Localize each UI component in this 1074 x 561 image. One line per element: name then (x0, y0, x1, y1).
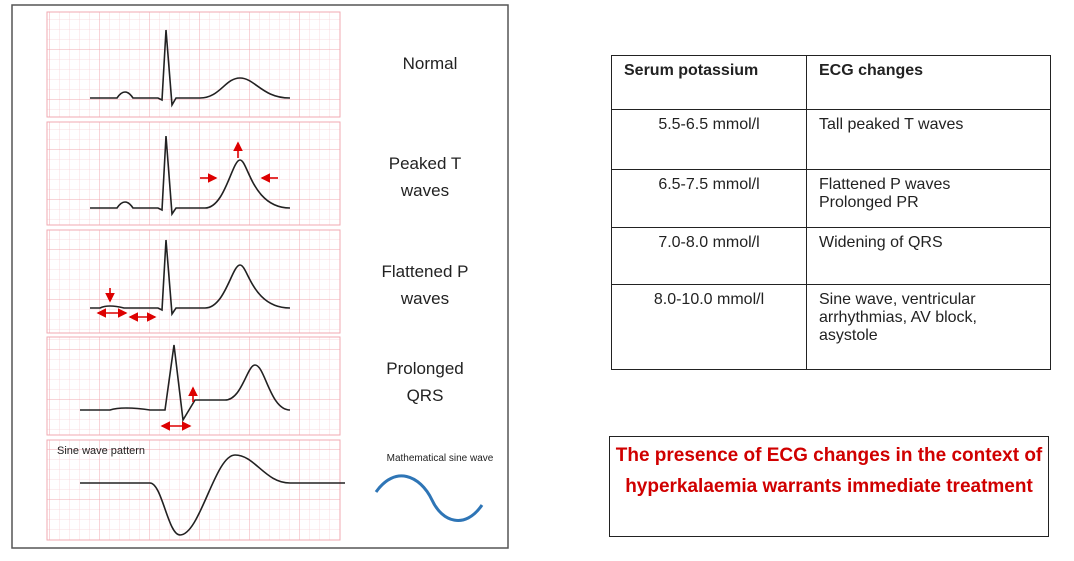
sine-icon (374, 474, 484, 522)
ecg-change-cell: Sine wave, ventricular arrhythmias, AV b… (806, 284, 1051, 370)
ecg-change: Sine wave, ventricular arrhythmias, AV b… (819, 291, 977, 344)
panel-label: Normal (402, 54, 458, 73)
ecg-change-cell: Widening of QRS (806, 227, 1051, 285)
header-row: Serum potassium ECG changes (611, 55, 1051, 110)
ecg-change: Flattened P waves (819, 176, 951, 193)
potassium-cell: 5.5-6.5 mmol/l (611, 109, 807, 170)
ecg-change: Prolonged PR (819, 194, 919, 211)
potassium-cell: 8.0-10.0 mmol/l (611, 284, 807, 370)
table-row: 6.5-7.5 mmol/l Flattened P waves Prolonged… (611, 169, 1051, 228)
sine-label: Sine wave pattern (57, 445, 145, 457)
panel-label: Prolonged QRS (386, 359, 464, 405)
table-row: 5.5-6.5 mmol/l Tall peaked T waves (611, 109, 1051, 170)
table-row: 8.0-10.0 mmol/l Sine wave, ventricular ar… (611, 284, 1051, 370)
panel-label: Flattened P waves (381, 262, 469, 308)
frame (11, 4, 509, 549)
math-label: Mathematical sine wave (386, 453, 494, 464)
ecg-traces (80, 29, 345, 536)
ecg-change: Widening of QRS (819, 234, 943, 251)
potassium-cell: 7.0-8.0 mmol/l (611, 227, 807, 285)
table-body: 5.5-6.5 mmol/l Tall peaked T waves 6.5-7.5… (611, 109, 1051, 370)
ecg-change: Tall peaked T waves (819, 116, 964, 133)
table-row: 7.0-8.0 mmol/l Widening of QRS (611, 227, 1051, 285)
warning-note: The presence of ECG changes in the conte… (609, 436, 1049, 537)
header-cell: ECG changes (806, 55, 1051, 110)
red-arrows (96, 141, 278, 431)
ecg-grids (46, 11, 341, 541)
panel-label: Peaked T waves (388, 154, 462, 200)
ecg-change-cell: Flattened P waves Prolonged PR (806, 169, 1051, 228)
ecg-change-cell: Tall peaked T waves (806, 109, 1051, 170)
potassium-cell: 6.5-7.5 mmol/l (611, 169, 807, 228)
header-cell: Serum potassium (611, 55, 807, 110)
potassium-table: Serum potassium ECG changes 5.5-6.5 mmol… (611, 55, 1051, 370)
